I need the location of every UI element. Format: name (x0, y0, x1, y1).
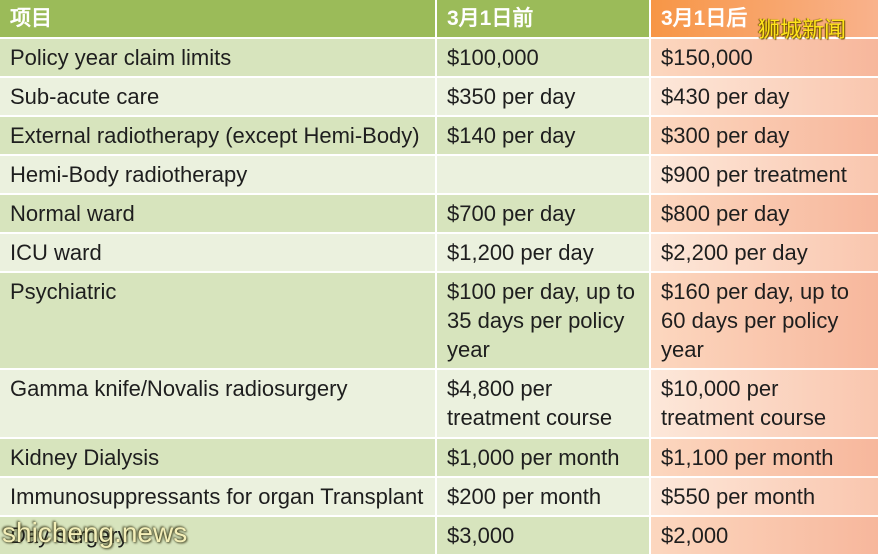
watermark-top: 狮城新闻 (758, 18, 847, 43)
cell-before: $1,200 per day (437, 234, 649, 271)
cell-item: Sub-acute care (0, 78, 435, 115)
cell-before: $100,000 (437, 39, 649, 76)
cell-before: $1,000 per month (437, 439, 649, 476)
cell-before: $100 per day, up to 35 days per policy y… (437, 273, 649, 368)
cell-after: $10,000 per treatment course (651, 370, 878, 437)
cell-item: Hemi-Body radiotherapy (0, 156, 435, 193)
cell-after: $150,000 (651, 39, 878, 76)
cell-before: $140 per day (437, 117, 649, 154)
header-before: 3月1日前 (437, 0, 649, 37)
watermark-bottom: shicheng.news (2, 517, 188, 548)
cell-after: $1,100 per month (651, 439, 878, 476)
header-item: 项目 (0, 0, 435, 37)
cell-item: Gamma knife/Novalis radiosurgery (0, 370, 435, 437)
cell-item: Policy year claim limits (0, 39, 435, 76)
cell-after: $2,000 (651, 517, 878, 554)
cell-before: $700 per day (437, 195, 649, 232)
cell-item: Normal ward (0, 195, 435, 232)
cell-after: $430 per day (651, 78, 878, 115)
cell-before: $3,000 (437, 517, 649, 554)
cell-item: ICU ward (0, 234, 435, 271)
cell-before (437, 156, 649, 193)
cell-after: $900 per treatment (651, 156, 878, 193)
cell-after: $300 per day (651, 117, 878, 154)
cell-before: $200 per month (437, 478, 649, 515)
header-after: 3月1日后 (651, 0, 878, 37)
cell-after: $800 per day (651, 195, 878, 232)
cell-before: $350 per day (437, 78, 649, 115)
cell-item: Immunosuppressants for organ Transplant (0, 478, 435, 515)
cell-after: $550 per month (651, 478, 878, 515)
cell-before: $4,800 per treatment course (437, 370, 649, 437)
cell-after: $160 per day, up to 60 days per policy y… (651, 273, 878, 368)
cell-after: $2,200 per day (651, 234, 878, 271)
cell-item: Psychiatric (0, 273, 435, 368)
cell-item: Kidney Dialysis (0, 439, 435, 476)
cell-item: External radiotherapy (except Hemi-Body) (0, 117, 435, 154)
cell-item: Day surgery (0, 517, 435, 554)
